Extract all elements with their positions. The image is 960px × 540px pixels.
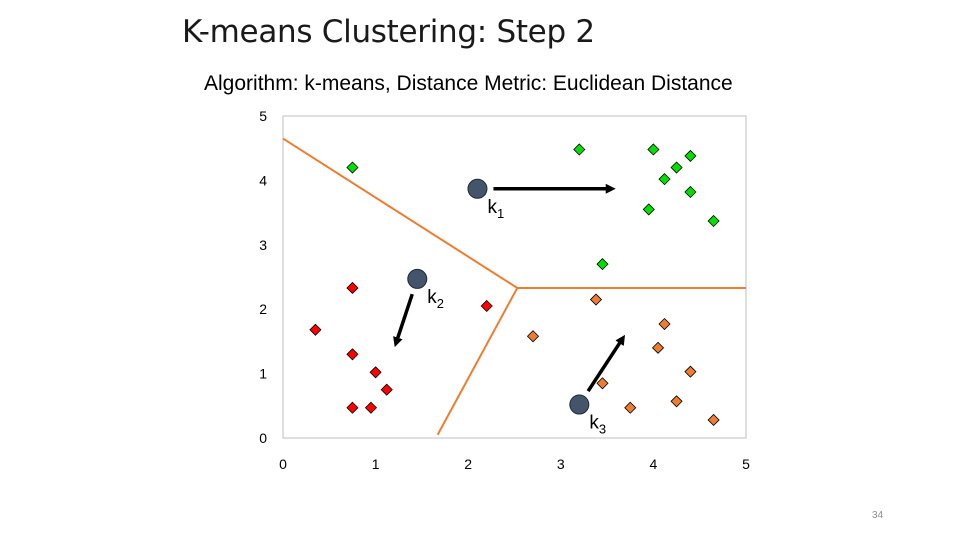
x-tick-label: 3 — [557, 456, 565, 472]
cluster-2-point — [309, 323, 322, 336]
plot-area — [282, 115, 747, 439]
x-tick-label: 5 — [742, 456, 750, 472]
cluster-3-point — [707, 413, 720, 427]
cluster-1-point — [707, 214, 720, 228]
cluster-2-point — [380, 383, 393, 396]
cluster-1-point — [684, 149, 697, 162]
cluster-2-point — [369, 366, 382, 379]
x-tick-label: 2 — [464, 456, 472, 472]
cluster-3-point — [624, 401, 637, 414]
y-tick-label: 1 — [259, 366, 267, 382]
cluster-1-point — [346, 161, 359, 174]
cluster-1-point — [647, 143, 660, 156]
centroids: k1 k2 k3 — [407, 178, 606, 437]
x-tick-label: 4 — [650, 456, 658, 472]
cluster-3-point — [651, 341, 665, 354]
y-tick-label: 2 — [259, 301, 267, 317]
boundary-line-3 — [436, 287, 519, 436]
cluster-2-point — [346, 348, 359, 361]
cluster-1-point — [573, 143, 586, 156]
cluster-2-point — [346, 401, 359, 414]
y-tick-label: 3 — [259, 237, 267, 253]
y-tick-label: 5 — [259, 108, 267, 124]
data-points — [309, 143, 720, 427]
cluster-3-point — [684, 365, 697, 378]
cluster-1-point — [684, 185, 697, 199]
centroid-arrows — [393, 183, 626, 393]
cluster-3-point — [526, 330, 540, 343]
centroid-1-label: k1 — [487, 197, 504, 221]
y-axis-ticks: 0 1 2 3 4 5 — [259, 108, 267, 446]
cluster-2-point — [364, 401, 378, 414]
chart-title: Algorithm: k-means, Distance Metric: Euc… — [204, 72, 733, 95]
cluster-1-point — [658, 173, 671, 186]
voronoi-boundaries — [282, 137, 746, 436]
x-tick-label: 1 — [372, 456, 380, 472]
y-tick-label: 0 — [259, 430, 267, 446]
cluster-1-point — [596, 258, 609, 271]
cluster-3-point — [596, 377, 609, 390]
centroid-2-arrow — [393, 293, 414, 348]
cluster-3-point — [670, 395, 683, 408]
centroid-2-label: k2 — [427, 287, 444, 311]
y-tick-label: 4 — [259, 172, 267, 188]
cluster-2-point — [480, 299, 493, 313]
centroid-1 — [467, 178, 488, 199]
boundary-line-1 — [282, 137, 518, 289]
x-axis-ticks: 0 1 2 3 4 5 — [279, 456, 750, 472]
centroid-3-label: k3 — [589, 413, 606, 437]
page-number: 34 — [872, 510, 884, 521]
slide-title: K-means Clustering: Step 2 — [182, 14, 595, 50]
cluster-3-point — [658, 317, 671, 331]
cluster-2-point — [346, 281, 359, 295]
cluster-1-point — [670, 161, 683, 174]
centroid-2 — [407, 268, 428, 289]
centroid-3-arrow — [586, 334, 626, 393]
cluster-1-point — [642, 203, 655, 216]
centroid-3 — [569, 394, 590, 415]
cluster-3-point — [589, 293, 603, 306]
x-tick-label: 0 — [279, 456, 287, 472]
